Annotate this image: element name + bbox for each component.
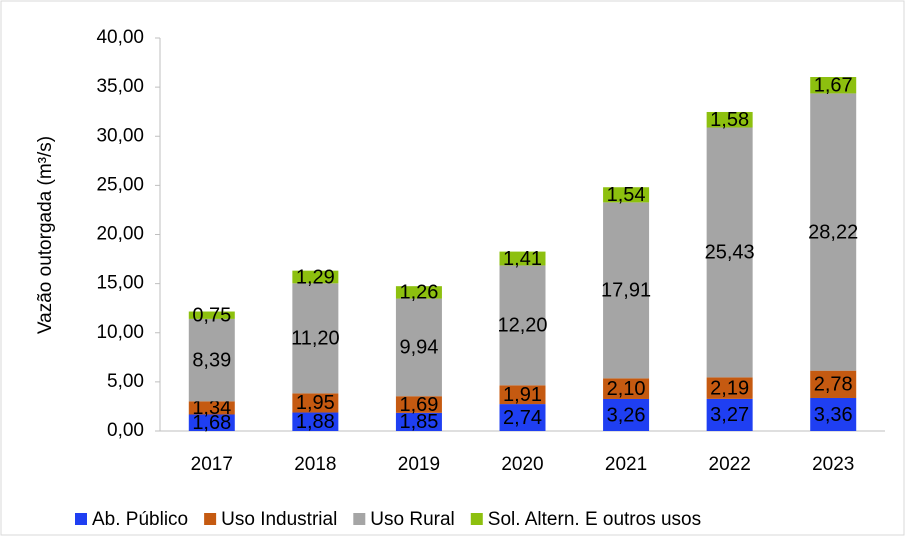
x-tick-label: 2022 (709, 454, 751, 475)
data-label: 28,22 (808, 221, 858, 243)
data-label: 2,19 (710, 377, 749, 399)
data-label: 17,91 (601, 280, 651, 302)
data-label: 9,94 (399, 337, 438, 359)
bar-segment (603, 202, 650, 379)
y-tick-label: 20,00 (96, 224, 144, 245)
bar-segment (706, 127, 753, 378)
bar-segment (292, 283, 339, 394)
data-label: 1,29 (296, 266, 335, 288)
bar-segment (395, 286, 442, 299)
legend-label: Uso Rural (370, 509, 454, 530)
bar-segment (499, 385, 546, 405)
bar-segment (706, 398, 753, 431)
y-tick-label: 25,00 (96, 174, 144, 195)
data-label: 11,20 (291, 328, 340, 350)
bar-segment (188, 414, 235, 431)
y-tick-label: 5,00 (107, 371, 144, 392)
y-tick-label: 15,00 (96, 273, 144, 294)
data-label: 2,78 (814, 374, 853, 396)
x-tick-label: 2018 (294, 454, 336, 475)
bar-segment (810, 93, 857, 371)
data-label: 1,54 (607, 184, 646, 206)
data-label: 1,58 (710, 109, 749, 131)
bar-segment (499, 251, 546, 266)
bar-segment (395, 396, 442, 413)
legend-swatch (204, 513, 217, 525)
data-label: 2,10 (607, 378, 646, 400)
bar-segment (810, 370, 857, 398)
y-tick-label: 0,00 (107, 420, 144, 441)
x-tick-label: 2019 (398, 454, 440, 475)
data-label: 1,34 (192, 397, 231, 419)
y-tick-label: 10,00 (96, 322, 144, 343)
data-label: 25,43 (705, 242, 755, 264)
x-tick-label: 2017 (191, 454, 233, 475)
legend-swatch (353, 513, 366, 525)
data-label: 2,74 (503, 407, 542, 429)
data-label: 3,27 (710, 404, 749, 426)
data-label: 0,75 (192, 304, 231, 326)
bar-segment (292, 393, 339, 413)
bar-segment (603, 378, 650, 399)
bar-segment (395, 412, 442, 431)
data-label: 3,36 (814, 404, 853, 426)
data-label: 1,88 (296, 411, 335, 433)
y-axis-title: Vazão outorgada (m³/s) (35, 136, 56, 334)
data-label: 1,91 (503, 384, 542, 406)
data-label: 12,20 (497, 315, 547, 337)
bar-segment (603, 187, 650, 203)
x-tick-label: 2020 (501, 454, 543, 475)
bar-segment (188, 311, 235, 319)
legend-label: Uso Industrial (221, 509, 337, 530)
bar-segment (603, 398, 650, 431)
data-label: 1,95 (296, 392, 335, 414)
bar-segment (395, 298, 442, 397)
bar-segment (499, 265, 546, 386)
bar-segment (188, 318, 235, 402)
y-tick-label: 30,00 (96, 125, 144, 146)
data-label: 3,26 (607, 404, 646, 426)
legend-label: Ab. Público (92, 509, 188, 530)
data-label: 1,26 (399, 282, 438, 304)
bar-segment (292, 270, 339, 284)
data-label: 1,41 (503, 248, 542, 270)
bar-segment (188, 401, 235, 415)
y-tick-label: 40,00 (96, 27, 144, 48)
data-label: 1,68 (192, 412, 231, 434)
bar-segment (706, 111, 753, 128)
legend-label: Sol. Altern. E outros usos (488, 509, 701, 530)
bar-segment (706, 377, 753, 399)
data-label: 1,69 (399, 394, 438, 416)
x-tick-label: 2021 (605, 454, 647, 475)
legend-swatch (470, 513, 483, 525)
bar-segment (810, 397, 857, 431)
data-label: 1,67 (814, 74, 853, 96)
x-tick-label: 2023 (812, 454, 854, 475)
y-tick-label: 35,00 (96, 76, 144, 97)
bar-segment (292, 412, 339, 431)
bar-segment (499, 404, 546, 431)
data-label: 8,39 (192, 349, 231, 371)
data-label: 1,85 (399, 411, 438, 433)
legend-swatch (75, 513, 87, 525)
bar-segment (810, 77, 857, 94)
